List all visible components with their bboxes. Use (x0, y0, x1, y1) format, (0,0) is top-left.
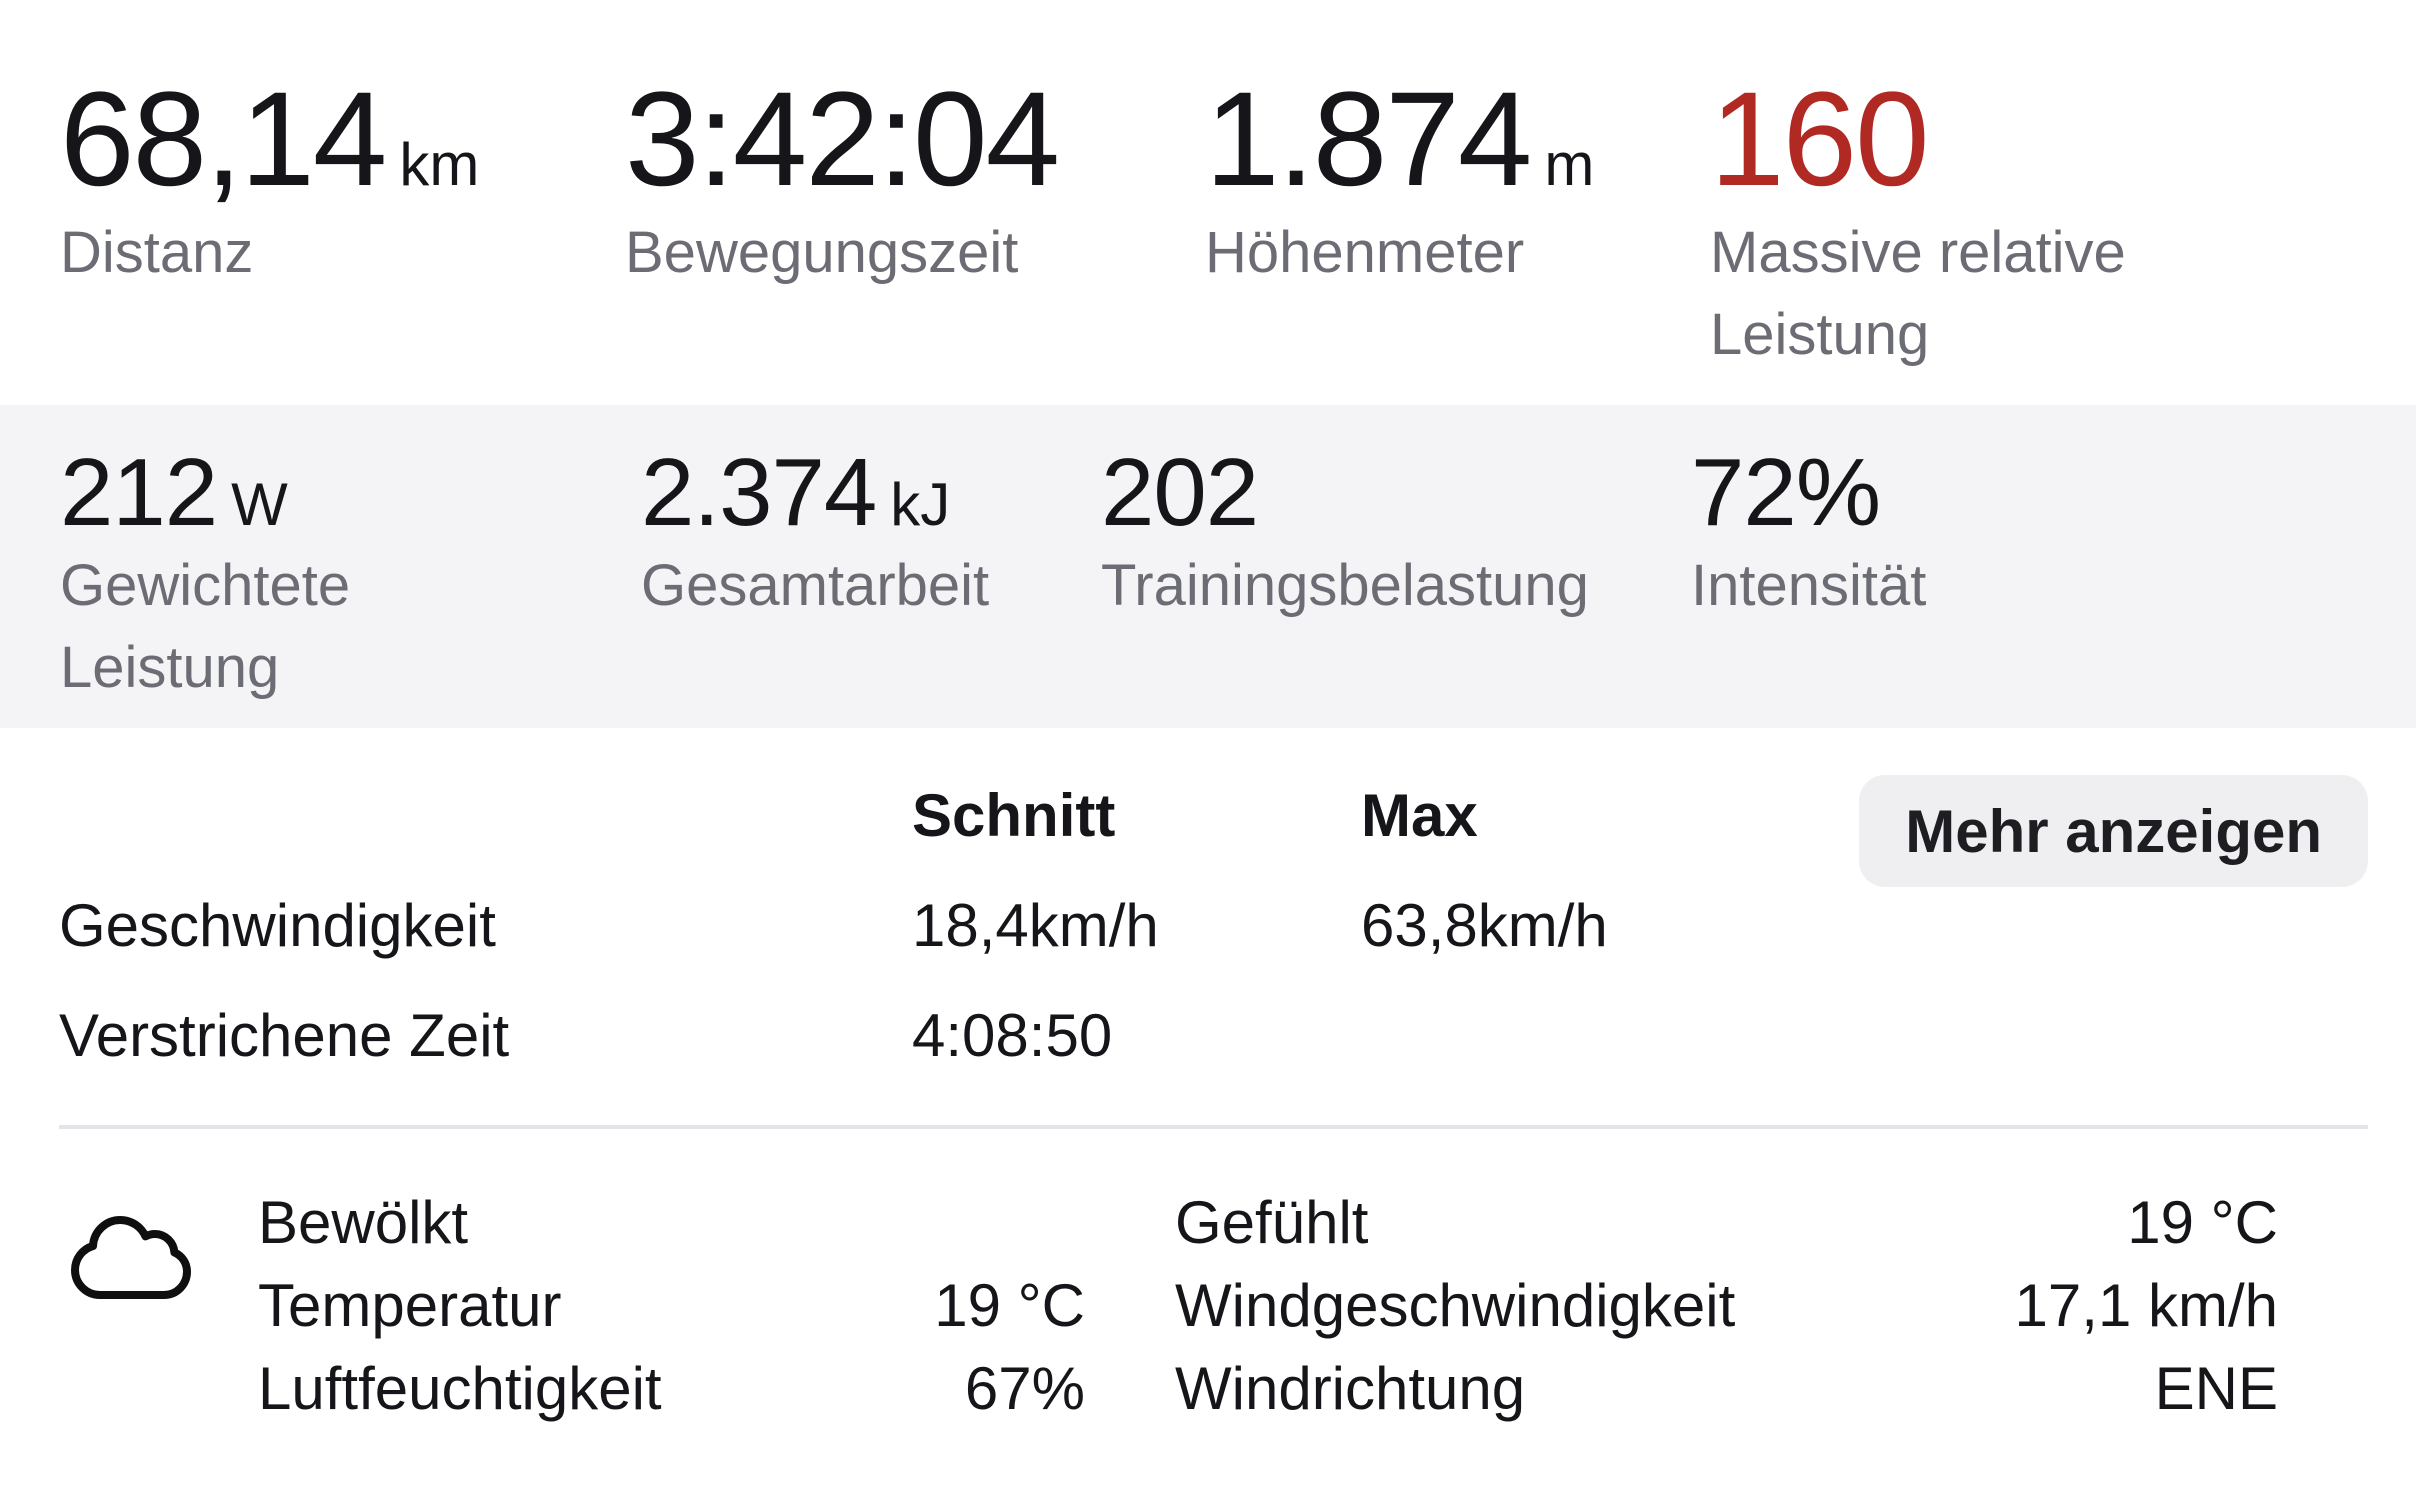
weather-feels-like-value: 19 °C (2127, 1189, 2278, 1256)
stat-weighted-power-label: Gewichtete Leistung (60, 553, 351, 700)
details-table: Schnitt Max Geschwindigkeit 18,4km/h 63,… (59, 779, 2416, 1109)
stat-distance: 68,14 km Distanz (60, 70, 625, 405)
weather-humidity-label: Luftfeuchtigkeit (258, 1355, 662, 1422)
stat-relative-effort-label: Massive relative Leistung (1710, 220, 2126, 367)
stat-intensity-value: 72% (1691, 439, 1881, 546)
table-header-max: Max (1361, 782, 1478, 849)
weather-humidity-row: Luftfeuchtigkeit 67% (67, 1347, 1085, 1430)
table-row-elapsed-max (1361, 999, 1921, 1109)
weather-wind-direction-row: Windrichtung ENE (1175, 1347, 2278, 1430)
stat-elevation-value: 1.874 (1205, 65, 1532, 214)
weather-wind-speed-value: 17,1 km/h (2014, 1272, 2278, 1339)
stat-total-work: 2.374 kJ Gesamtarbeit (641, 443, 1101, 728)
weather-wind-direction-label: Windrichtung (1175, 1355, 1526, 1422)
stat-distance-value: 68,14 (60, 65, 387, 214)
secondary-stats-row: 212 W Gewichtete Leistung 2.374 kJ Gesamta… (0, 405, 2416, 728)
weather-temperature-label: Temperatur (258, 1272, 562, 1339)
show-more-button[interactable]: Mehr anzeigen (1859, 775, 2368, 887)
stat-weighted-power-value: 212 (60, 439, 218, 546)
table-row-speed-avg: 18,4km/h (912, 892, 1159, 959)
weather-left-column: Bewölkt Temperatur 19 °C Luftfeuchtigkei… (67, 1181, 1085, 1430)
stat-training-load: 202 Trainingsbelastung (1101, 443, 1691, 728)
weather-condition: Bewölkt (258, 1189, 469, 1256)
weather-feels-like-row: Gefühlt 19 °C (1175, 1181, 2278, 1264)
stat-distance-unit: km (399, 131, 480, 198)
weather-section: Bewölkt Temperatur 19 °C Luftfeuchtigkei… (0, 1129, 2416, 1430)
table-corner-cell (59, 779, 912, 889)
stat-moving-time-label: Bewegungszeit (625, 220, 1019, 285)
stat-elevation: 1.874 m Höhenmeter (1205, 70, 1710, 405)
weather-condition-row: Bewölkt (67, 1181, 1085, 1264)
stat-training-load-value: 202 (1101, 439, 1259, 546)
stat-total-work-label: Gesamtarbeit (641, 553, 990, 618)
stat-intensity-label: Intensität (1691, 553, 1927, 618)
stat-total-work-unit: kJ (890, 471, 951, 538)
stat-total-work-value: 2.374 (641, 439, 877, 546)
table-header-avg: Schnitt (912, 782, 1116, 849)
weather-wind-speed-label: Windgeschwindigkeit (1175, 1272, 1736, 1339)
table-row-speed-max: 63,8km/h (1361, 892, 1608, 959)
weather-right-column: Gefühlt 19 °C Windgeschwindigkeit 17,1 k… (1175, 1181, 2278, 1430)
stat-elevation-label: Höhenmeter (1205, 220, 1525, 285)
primary-stats-row: 68,14 km Distanz 3:42:04 Bewegungszeit 1.… (0, 0, 2416, 405)
stat-intensity: 72% Intensität (1691, 443, 2416, 728)
stat-relative-effort-value: 160 (1710, 65, 1930, 214)
weather-wind-direction-value: ENE (2154, 1355, 2278, 1422)
cloud-icon (67, 1213, 195, 1303)
weather-temperature-value: 19 °C (934, 1272, 1085, 1339)
stat-distance-label: Distanz (60, 220, 254, 285)
stat-training-load-label: Trainingsbelastung (1101, 553, 1589, 618)
details-table-section: Mehr anzeigen Schnitt Max Geschwindigkei… (0, 728, 2416, 1125)
section-divider (59, 1125, 2368, 1129)
weather-wind-speed-row: Windgeschwindigkeit 17,1 km/h (1175, 1264, 2278, 1347)
stat-weighted-power-unit: W (231, 471, 288, 538)
table-row-elapsed-avg: 4:08:50 (912, 1002, 1113, 1069)
weather-humidity-value: 67% (964, 1355, 1085, 1422)
stat-relative-effort: 160 Massive relative Leistung (1710, 70, 2416, 405)
stat-weighted-power: 212 W Gewichtete Leistung (60, 443, 641, 728)
weather-feels-like-label: Gefühlt (1175, 1189, 1369, 1256)
stat-elevation-unit: m (1544, 131, 1595, 198)
stat-moving-time-value: 3:42:04 (625, 65, 1060, 214)
weather-temperature-row: Temperatur 19 °C (67, 1264, 1085, 1347)
stat-moving-time: 3:42:04 Bewegungszeit (625, 70, 1205, 405)
table-row-elapsed-label: Verstrichene Zeit (59, 1002, 510, 1069)
table-row-speed-label: Geschwindigkeit (59, 892, 496, 959)
